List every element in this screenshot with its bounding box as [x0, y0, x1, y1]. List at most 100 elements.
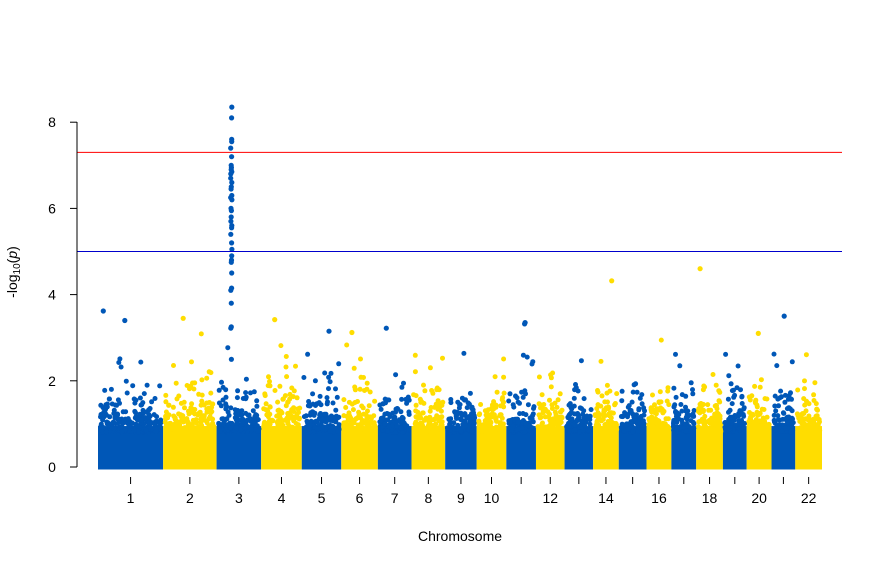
snp-point	[364, 380, 370, 386]
snp-point	[305, 403, 311, 409]
snp-point	[248, 427, 254, 433]
snp-point	[525, 423, 531, 429]
snp-point	[762, 396, 768, 402]
snp-point	[782, 399, 788, 405]
snp-point	[100, 425, 106, 430]
snp-point	[430, 417, 436, 423]
snp-point	[413, 402, 419, 408]
snp-point	[106, 396, 112, 402]
snp-point	[327, 429, 333, 434]
y-tick-label: 6	[48, 200, 56, 216]
snp-point	[276, 407, 282, 413]
snp-point	[815, 422, 821, 428]
snp-point	[404, 400, 410, 406]
snp-point	[439, 402, 445, 408]
snp-point	[802, 386, 807, 392]
snp-point	[701, 383, 707, 389]
snp-point	[619, 421, 625, 427]
snp-point	[556, 428, 562, 434]
snp-point	[132, 408, 138, 414]
snp-point	[266, 419, 272, 425]
snp-point	[157, 423, 163, 429]
y-tick-label: 2	[48, 373, 56, 389]
snp-point	[759, 428, 765, 434]
snp-point	[761, 407, 767, 412]
snp-point	[190, 425, 196, 431]
snp-point	[320, 424, 326, 430]
snp-point	[386, 424, 392, 430]
snp-point	[146, 415, 152, 421]
snp-point	[656, 400, 662, 406]
snp-point	[772, 403, 778, 409]
snp-point	[147, 421, 153, 427]
snp-point	[548, 372, 554, 378]
snp-point	[322, 370, 328, 376]
snp-point	[477, 411, 483, 417]
snp-point	[572, 427, 578, 433]
snp-point	[296, 425, 302, 431]
snp-point	[779, 428, 785, 434]
snp-point	[446, 416, 452, 422]
snp-point	[640, 418, 646, 424]
snp-point	[559, 414, 565, 420]
snp-point	[334, 394, 340, 400]
snp-point	[289, 424, 295, 430]
snp-point	[455, 422, 461, 428]
snp-point	[115, 397, 121, 403]
x-tick-label-chr-6: 6	[356, 490, 364, 506]
snp-point	[385, 417, 391, 423]
snp-point	[754, 427, 760, 433]
snp-point	[574, 417, 580, 423]
snp-point	[133, 422, 139, 428]
snp-point	[508, 417, 514, 423]
snp-point	[380, 401, 386, 407]
snp-point	[111, 407, 117, 413]
snp-point	[650, 420, 656, 425]
snp-point	[355, 399, 360, 404]
snp-point	[604, 390, 610, 396]
snp-point	[382, 396, 388, 402]
snp-point-highlighted	[781, 313, 787, 319]
snp-point	[593, 425, 599, 430]
snp-point	[520, 394, 526, 400]
snp-point	[775, 396, 781, 402]
snp-point	[739, 401, 745, 406]
snp-point	[336, 361, 342, 367]
snp-point	[365, 427, 371, 433]
snp-point	[515, 419, 521, 425]
snp-point	[267, 404, 273, 410]
snp-point	[398, 425, 404, 431]
snp-point-highlighted	[228, 231, 234, 237]
snp-point	[673, 394, 679, 400]
snp-point	[364, 416, 370, 422]
snp-point	[220, 397, 226, 403]
snp-point	[263, 401, 269, 407]
snp-point	[717, 399, 723, 405]
snp-point	[536, 374, 542, 380]
snp-point	[351, 365, 357, 371]
snp-point	[610, 410, 616, 416]
snp-point	[571, 395, 577, 401]
snp-point	[537, 402, 543, 408]
snp-point	[285, 399, 291, 405]
snp-point	[120, 409, 126, 415]
snp-point	[515, 399, 521, 405]
snp-point	[729, 388, 735, 394]
snp-point	[506, 398, 512, 404]
snp-point	[630, 429, 636, 435]
snp-point-highlighted	[228, 186, 234, 192]
snp-point	[802, 429, 808, 435]
snp-point	[456, 405, 462, 411]
snp-point	[311, 429, 316, 435]
snp-point	[581, 408, 587, 414]
snp-point	[413, 393, 419, 399]
snp-point	[131, 428, 137, 433]
snp-point	[705, 402, 711, 408]
snp-point	[344, 342, 350, 348]
snp-point	[178, 412, 184, 418]
snp-point	[494, 389, 500, 395]
snp-point	[621, 428, 627, 434]
snp-point	[406, 409, 412, 415]
snp-point	[419, 399, 425, 405]
snp-point	[604, 382, 610, 388]
